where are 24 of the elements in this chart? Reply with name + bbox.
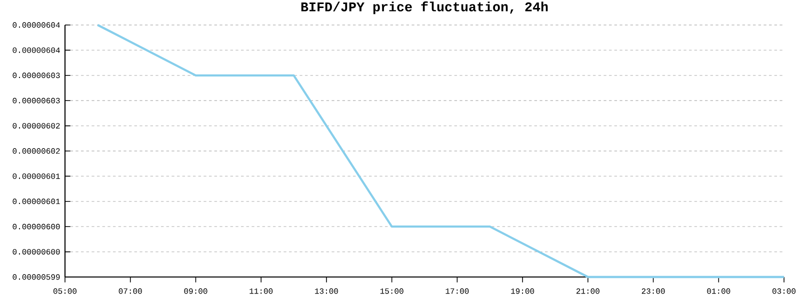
y-tick-label: 0.00000604: [12, 47, 60, 53]
y-tick-label: 0.00000601: [12, 198, 60, 204]
x-tick-label: 05:00: [53, 288, 77, 294]
y-tick-label: 0.00000600: [12, 249, 60, 255]
y-tick-label: 0.00000603: [12, 72, 60, 78]
y-tick-label: 0.00000603: [12, 98, 60, 104]
x-tick-label: 17:00: [446, 288, 469, 294]
x-tick-label: 07:00: [118, 288, 142, 294]
y-tick-label: 0.00000601: [12, 173, 60, 179]
x-tick-label: 23:00: [642, 288, 665, 294]
x-tick-label: 03:00: [772, 288, 796, 294]
x-tick-label: 01:00: [707, 288, 730, 294]
y-tick-label: 0.00000599: [12, 274, 60, 280]
x-tick-label: 11:00: [250, 288, 273, 294]
x-tick-label: 13:00: [315, 288, 338, 294]
y-tick-label: 0.00000602: [12, 148, 60, 154]
x-tick-label: 21:00: [576, 288, 600, 294]
y-tick-label: 0.00000600: [12, 224, 60, 230]
y-tick-label: 0.00000604: [12, 22, 60, 28]
chart-title: BIFD/JPY price fluctuation, 24h: [301, 1, 548, 14]
x-tick-label: 09:00: [184, 288, 208, 294]
x-tick-label: 19:00: [511, 288, 534, 294]
x-tick-label: 15:00: [380, 288, 404, 294]
y-tick-label: 0.00000602: [12, 123, 60, 129]
